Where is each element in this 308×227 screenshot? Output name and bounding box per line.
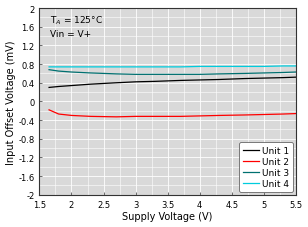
Unit 1 — [217, 79, 221, 81]
Unit 2 — [134, 116, 137, 118]
Unit 3 — [134, 74, 137, 76]
Line: Unit 2: Unit 2 — [49, 110, 296, 117]
Unit 1 — [70, 85, 73, 88]
Unit 2 — [153, 116, 157, 118]
Unit 2 — [198, 115, 201, 118]
Unit 3 — [115, 73, 118, 76]
Unit 1 — [281, 77, 285, 80]
Unit 2 — [281, 113, 285, 116]
Unit 1 — [179, 80, 182, 82]
Line: Unit 4: Unit 4 — [49, 67, 296, 68]
Line: Unit 1: Unit 1 — [49, 78, 296, 88]
Unit 3 — [89, 72, 93, 75]
Unit 1 — [47, 87, 51, 89]
Unit 2 — [70, 115, 73, 117]
Unit 3 — [243, 73, 246, 75]
Unit 3 — [47, 69, 51, 72]
Unit 2 — [47, 109, 51, 112]
Unit 2 — [294, 113, 298, 115]
Unit 3 — [57, 70, 61, 73]
Unit 4 — [115, 66, 118, 69]
Unit 4 — [294, 65, 298, 68]
Unit 4 — [281, 65, 285, 68]
Unit 1 — [89, 83, 93, 86]
Unit 1 — [243, 78, 246, 81]
Unit 3 — [281, 72, 285, 74]
Unit 2 — [115, 116, 118, 119]
Unit 1 — [134, 81, 137, 84]
Unit 3 — [217, 73, 221, 76]
Legend: Unit 1, Unit 2, Unit 3, Unit 4: Unit 1, Unit 2, Unit 3, Unit 4 — [239, 143, 293, 192]
Unit 1 — [294, 76, 298, 79]
Unit 2 — [89, 116, 93, 118]
Unit 2 — [57, 113, 61, 116]
Unit 4 — [134, 66, 137, 69]
Unit 4 — [153, 66, 157, 69]
Unit 2 — [179, 116, 182, 118]
Unit 1 — [115, 82, 118, 85]
Unit 4 — [57, 66, 61, 69]
Unit 4 — [262, 66, 266, 69]
Unit 2 — [262, 114, 266, 116]
Unit 4 — [89, 66, 93, 69]
Unit 4 — [217, 66, 221, 69]
Unit 1 — [57, 86, 61, 89]
Y-axis label: Input Offset Voltage (mV): Input Offset Voltage (mV) — [6, 40, 16, 164]
Unit 1 — [198, 79, 201, 82]
Unit 1 — [153, 81, 157, 83]
Unit 3 — [198, 74, 201, 76]
Unit 3 — [294, 71, 298, 74]
Unit 2 — [243, 114, 246, 117]
X-axis label: Supply Voltage (V): Supply Voltage (V) — [123, 212, 213, 222]
Unit 3 — [70, 71, 73, 74]
Unit 4 — [243, 66, 246, 69]
Unit 4 — [198, 66, 201, 69]
Unit 4 — [47, 66, 51, 69]
Unit 3 — [179, 74, 182, 76]
Unit 4 — [179, 66, 182, 69]
Unit 4 — [70, 66, 73, 69]
Unit 1 — [262, 77, 266, 80]
Unit 3 — [262, 72, 266, 75]
Unit 2 — [217, 115, 221, 117]
Line: Unit 3: Unit 3 — [49, 70, 296, 75]
Text: T$_A$ = 125°C
Vin = V+: T$_A$ = 125°C Vin = V+ — [50, 15, 103, 39]
Unit 3 — [153, 74, 157, 76]
